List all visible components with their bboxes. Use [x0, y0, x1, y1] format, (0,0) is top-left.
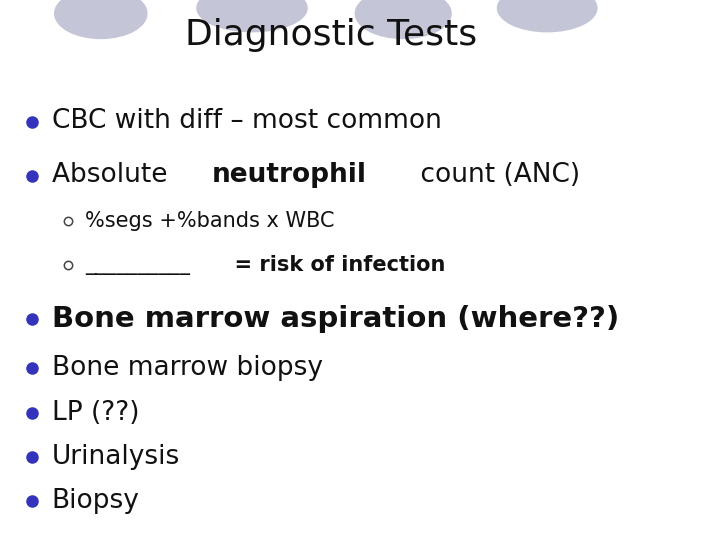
Text: LP (??): LP (??) — [52, 400, 140, 426]
Text: Absolute: Absolute — [52, 163, 176, 188]
Text: CBC with diff – most common: CBC with diff – most common — [52, 109, 441, 134]
Text: neutrophil: neutrophil — [212, 163, 366, 188]
Text: Bone marrow aspiration (where??): Bone marrow aspiration (where??) — [52, 305, 619, 333]
Ellipse shape — [355, 0, 452, 39]
Text: Bone marrow biopsy: Bone marrow biopsy — [52, 355, 323, 381]
Ellipse shape — [54, 0, 148, 39]
Text: = risk of infection: = risk of infection — [220, 254, 446, 275]
Ellipse shape — [196, 0, 307, 32]
Text: %segs +%bands x WBC: %segs +%bands x WBC — [85, 211, 335, 232]
Ellipse shape — [497, 0, 598, 32]
Text: __________: __________ — [85, 254, 190, 275]
Text: count (ANC): count (ANC) — [412, 163, 580, 188]
Text: Urinalysis: Urinalysis — [52, 444, 180, 470]
Text: Biopsy: Biopsy — [52, 488, 140, 514]
Text: Diagnostic Tests: Diagnostic Tests — [185, 18, 477, 52]
